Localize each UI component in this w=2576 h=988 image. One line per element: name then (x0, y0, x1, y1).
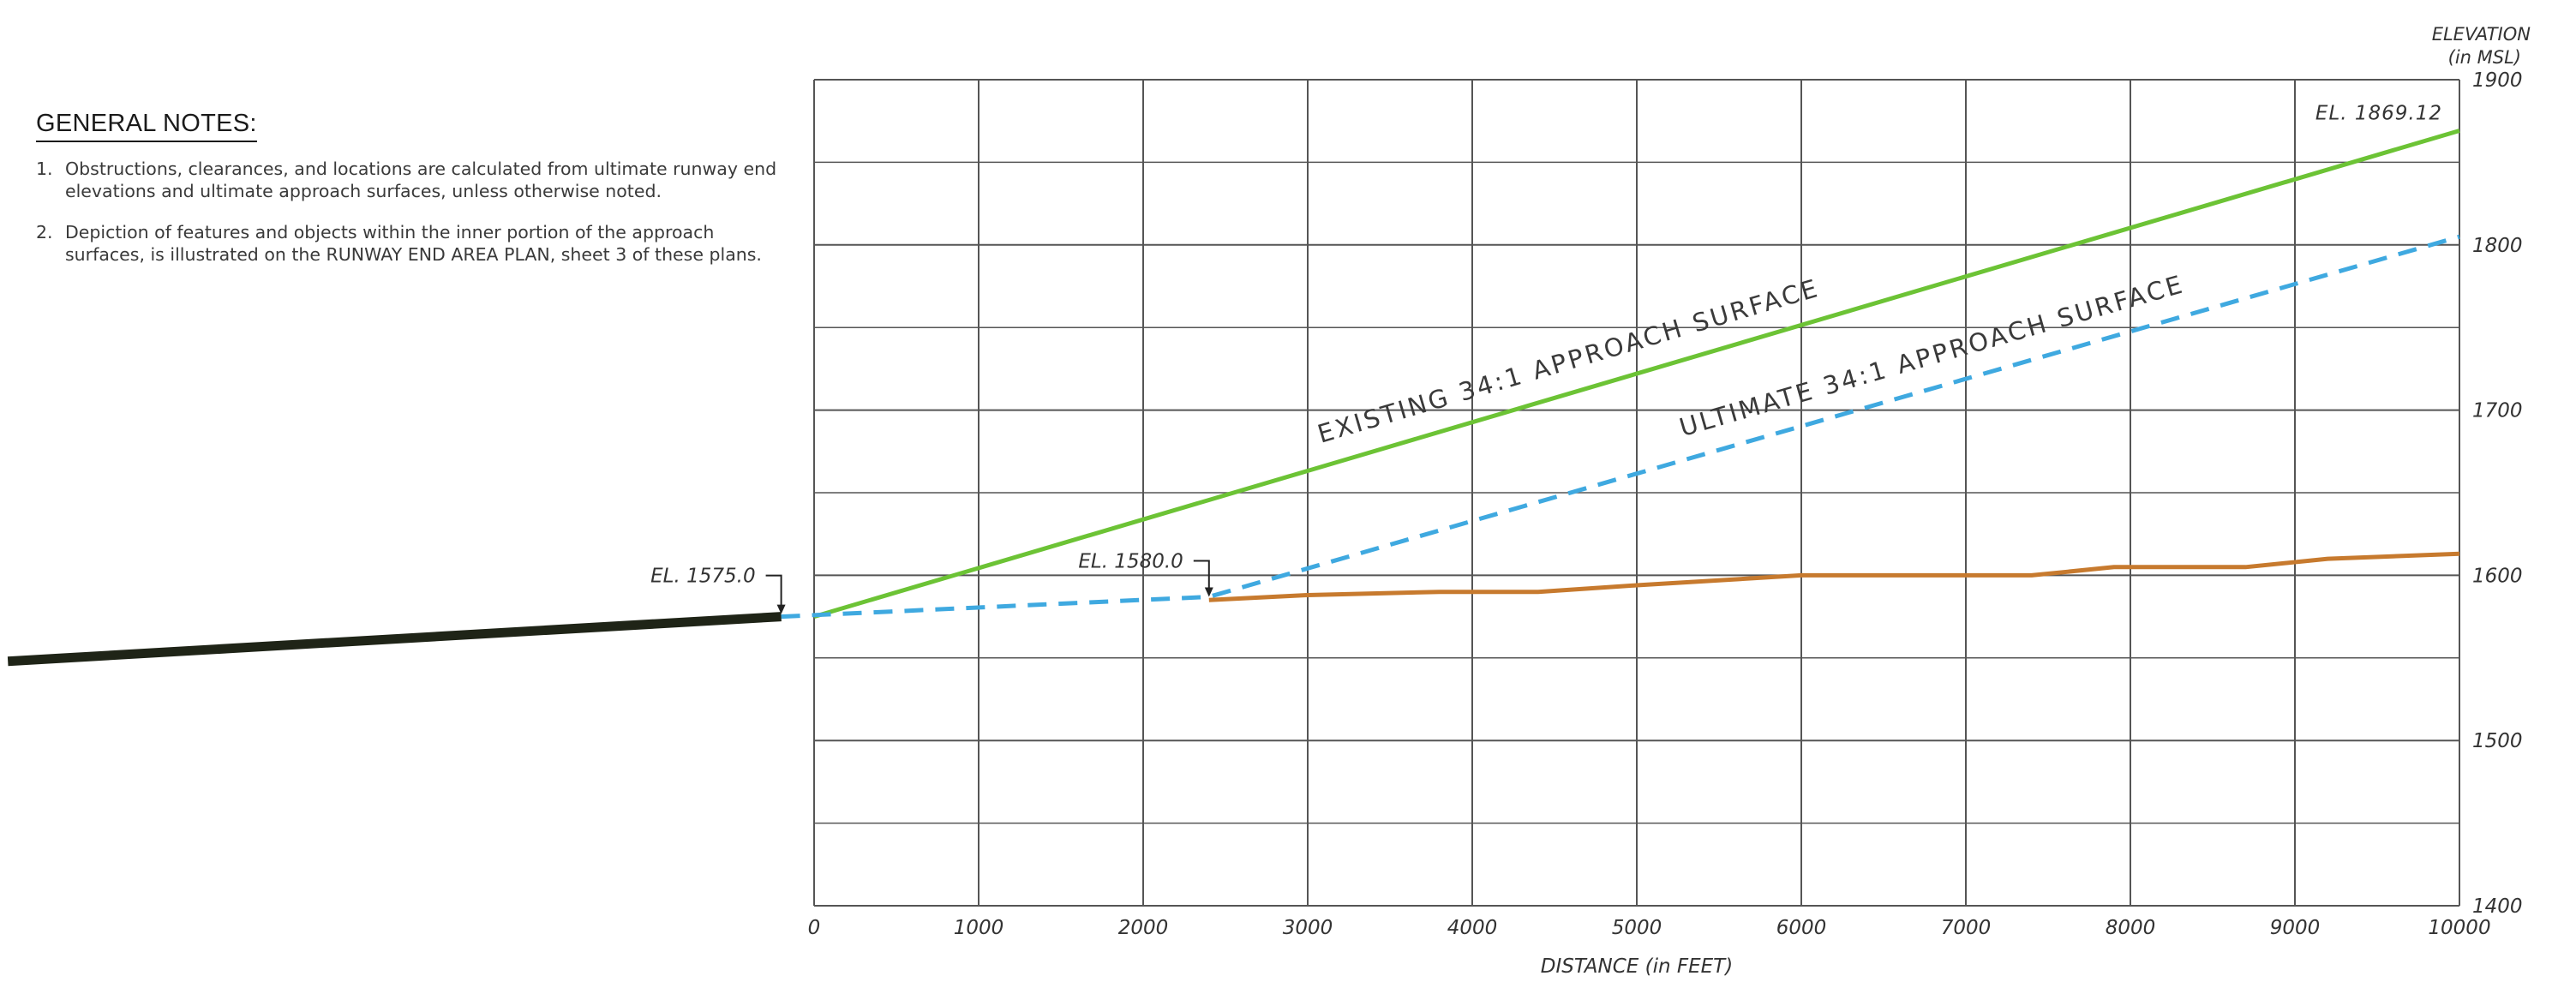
x-tick-label: 2000 (1118, 917, 1169, 939)
runway-series-line (7, 612, 782, 667)
x-tick-label: 10000 (2428, 917, 2490, 939)
elevation-callout: EL. 1869.12 (2315, 103, 2442, 125)
callout-leader (765, 574, 782, 612)
y-axis-title: ELEVATION (2432, 24, 2531, 45)
general-note-2: 2. Depiction of features and objects wit… (36, 221, 790, 266)
note-number: 2. (36, 222, 53, 243)
general-note-1: 1. Obstructions, clearances, and locatio… (36, 158, 790, 202)
x-tick-label: 9000 (2270, 917, 2321, 939)
labels: 0 1000 2000 3000 4000 5000 6000 7000 8000 9000 100… (650, 69, 2522, 939)
general-notes-list: 1. Obstructions, clearances, and locatio… (36, 158, 790, 266)
general-notes: GENERAL NOTES: 1. Obstructions, clearanc… (36, 110, 790, 284)
y-tick-label: 1500 (2472, 730, 2523, 752)
x-tick-label: 8000 (2106, 917, 2156, 939)
x-tick-label: 7000 (1941, 917, 1992, 939)
x-tick-label: 6000 (1776, 917, 1827, 939)
callout-arrow (776, 604, 786, 614)
existing-series-line (813, 129, 2460, 619)
y-tick-label: 1400 (2472, 895, 2523, 918)
note-text: Depiction of features and objects within… (65, 222, 762, 265)
x-tick-label: 4000 (1447, 917, 1498, 939)
y-tick-label: 1800 (2472, 235, 2523, 257)
elevation-callout: EL. 1575.0 (650, 566, 755, 588)
elevation-callout: EL. 1580.0 (1078, 550, 1183, 572)
grid (813, 79, 2460, 907)
general-notes-title: GENERAL NOTES: (36, 110, 257, 142)
y-tick-label: 1600 (2472, 565, 2523, 587)
terrain-series-line (1208, 551, 2460, 602)
series (7, 129, 2460, 667)
x-axis-title: DISTANCE (in FEET) (1541, 955, 1733, 978)
callout-arrow (1204, 587, 1213, 597)
note-number: 1. (36, 159, 53, 179)
x-tick-label: 0 (808, 917, 821, 939)
x-tick-label: 3000 (1283, 917, 1333, 939)
y-tick-label: 1700 (2472, 400, 2523, 422)
y-tick-label: 1900 (2472, 69, 2523, 92)
ultimate-series-line (781, 234, 2460, 620)
x-tick-label: 5000 (1612, 917, 1662, 939)
y-axis-unit: (in MSL) (2448, 47, 2521, 68)
x-tick-label: 1000 (954, 917, 1004, 939)
callout-leader (1193, 560, 1210, 595)
note-text: Obstructions, clearances, and locations … (65, 159, 777, 201)
